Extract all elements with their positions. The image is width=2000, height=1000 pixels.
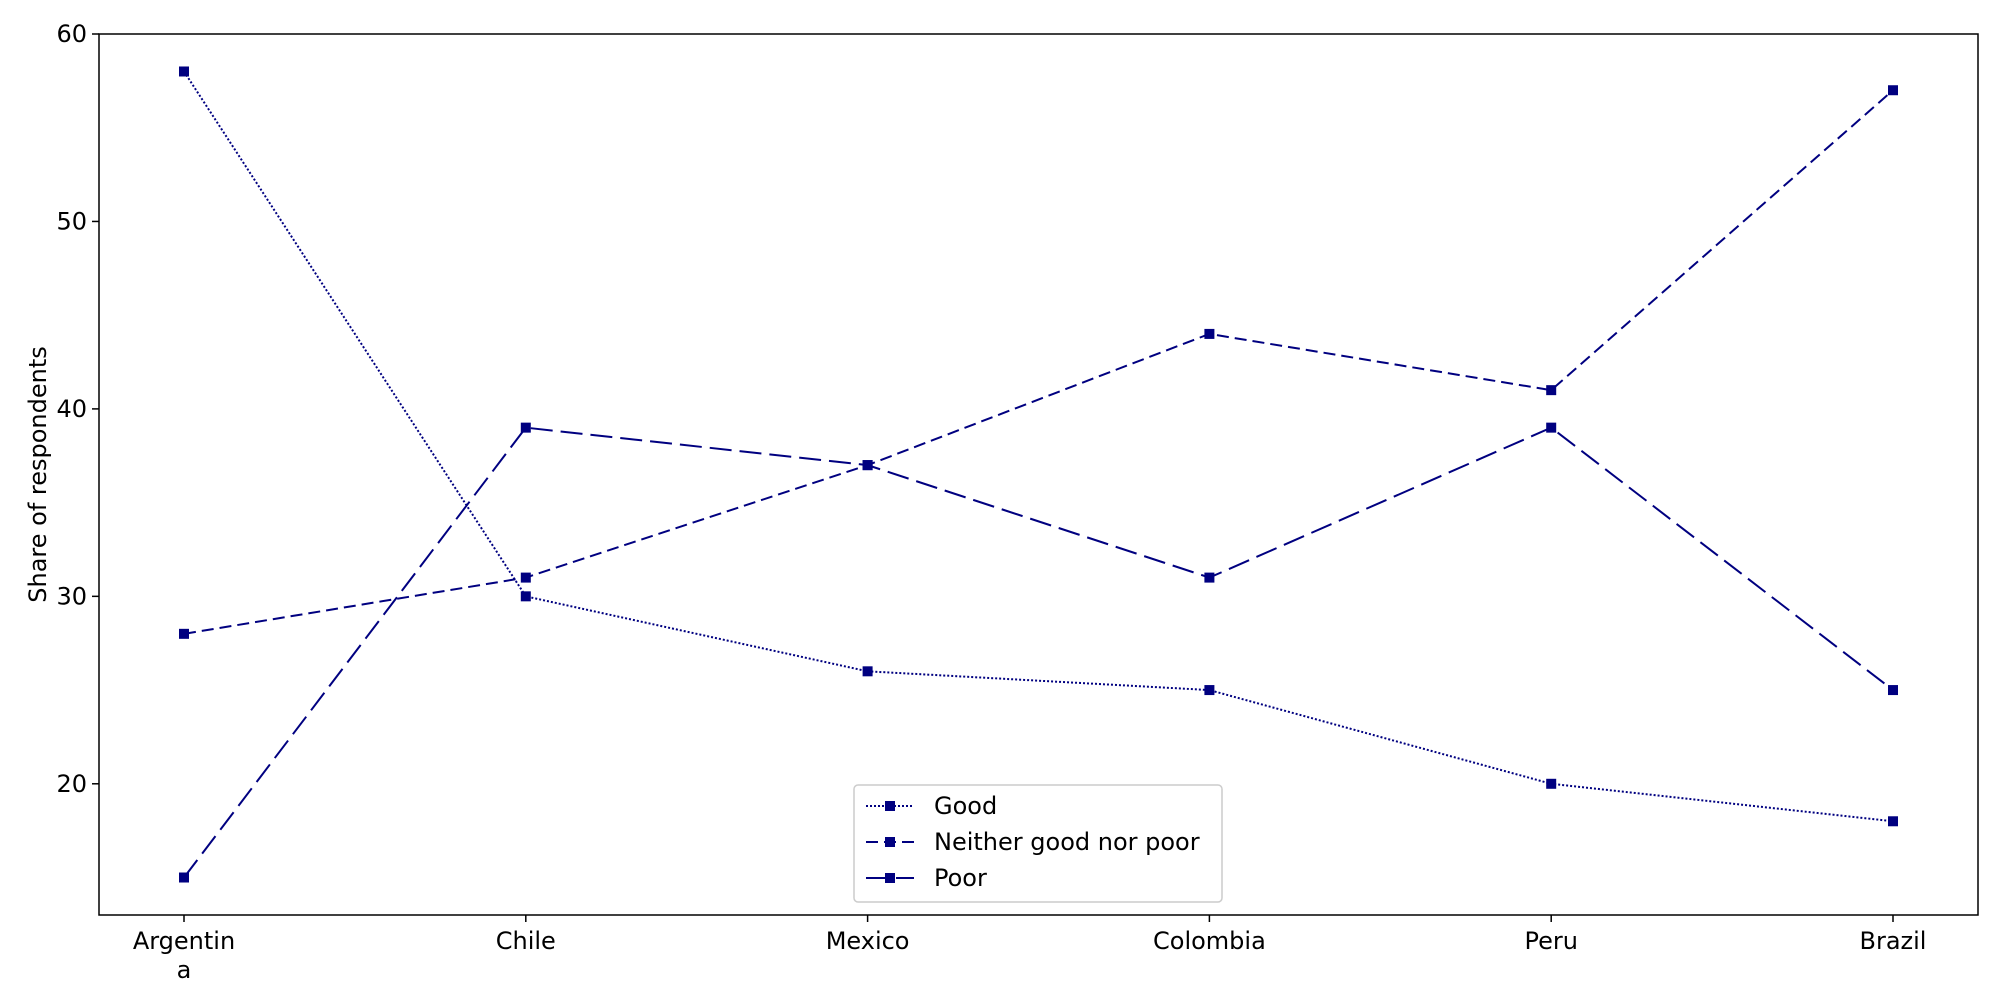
x-tick-label: Peru xyxy=(1524,927,1577,955)
y-tick-label: 40 xyxy=(56,395,87,423)
data-point xyxy=(520,572,531,583)
data-point xyxy=(862,460,873,471)
legend-marker xyxy=(885,873,895,883)
series-layer xyxy=(179,66,1898,883)
data-point xyxy=(862,666,873,677)
data-point xyxy=(179,66,189,77)
x-tick-label: Colombia xyxy=(1153,927,1266,955)
x-tick-label: Brazil xyxy=(1860,927,1927,955)
legend-label: Neither good nor poor xyxy=(934,828,1200,856)
legend-box xyxy=(853,784,1223,903)
data-point xyxy=(520,591,531,602)
legend-marker xyxy=(885,801,895,811)
data-point xyxy=(1888,816,1898,827)
legend-item: Good xyxy=(866,792,997,820)
series-line xyxy=(183,426,1894,879)
data-point xyxy=(1204,685,1215,696)
series-line xyxy=(183,70,1894,823)
data-point xyxy=(1546,385,1557,396)
x-tick-label: Argentin a xyxy=(133,927,235,984)
legend-item: Neither good nor poor xyxy=(866,828,1200,856)
y-tick-label: 50 xyxy=(56,207,87,235)
series-line xyxy=(183,89,1894,635)
x-tick-label: Mexico xyxy=(826,927,910,955)
y-axis: 20 30 40 50 60 xyxy=(56,20,99,798)
legend-item: Poor xyxy=(866,864,987,892)
legend: Good Neither good nor poor Poor xyxy=(853,784,1223,903)
series-1 xyxy=(179,85,1898,639)
series-2 xyxy=(179,422,1898,883)
data-point xyxy=(1546,422,1557,433)
y-tick-label: 30 xyxy=(56,582,87,610)
data-point xyxy=(179,628,189,639)
legend-label: Good xyxy=(934,792,997,820)
data-point xyxy=(1204,572,1215,583)
y-tick-label: 20 xyxy=(56,770,87,798)
data-point xyxy=(1204,328,1215,339)
plot-frame xyxy=(98,33,1979,916)
legend-label: Poor xyxy=(934,864,987,892)
y-tick-label: 60 xyxy=(56,20,87,48)
x-tick-label: Chile xyxy=(496,927,556,955)
x-axis: Argentin a Chile Mexico Colombia Peru Brazil xyxy=(133,915,1927,984)
data-point xyxy=(520,422,531,433)
series-0 xyxy=(179,66,1898,827)
data-point xyxy=(179,872,189,883)
data-point xyxy=(1888,85,1898,96)
data-point xyxy=(1546,778,1557,789)
y-axis-label: Share of respondents xyxy=(24,346,52,603)
data-point xyxy=(1888,685,1898,696)
legend-marker xyxy=(885,837,895,847)
